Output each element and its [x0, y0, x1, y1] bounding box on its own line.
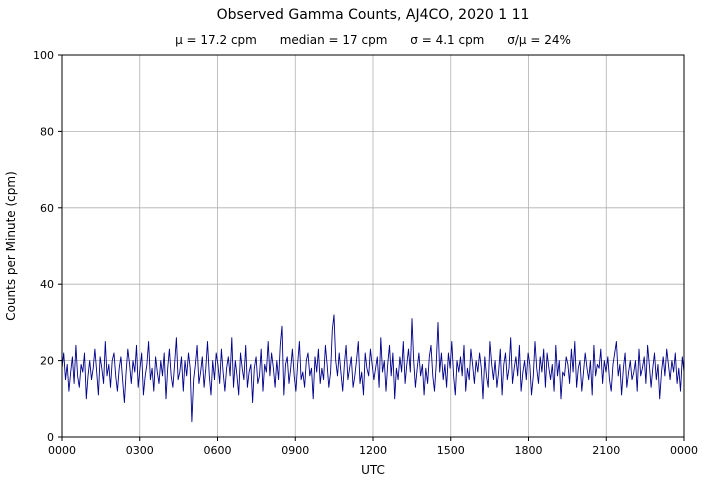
gamma-counts-line [61, 314, 685, 423]
y-tick-label: 0 [47, 431, 54, 444]
x-tick-label: 1500 [437, 444, 465, 457]
x-tick-label: 0600 [204, 444, 232, 457]
y-tick-label: 80 [40, 125, 54, 138]
x-tick-label: 0300 [126, 444, 154, 457]
x-tick-label: 2100 [592, 444, 620, 457]
chart-subtitle: μ = 17.2 cpm median = 17 cpm σ = 4.1 cpm… [175, 33, 571, 47]
x-axis-label: UTC [361, 463, 385, 477]
y-tick-label: 60 [40, 202, 54, 215]
x-tick-label: 1800 [515, 444, 543, 457]
x-tick-label: 0000 [670, 444, 698, 457]
y-tick-label: 100 [33, 49, 54, 62]
x-tick-label: 1200 [359, 444, 387, 457]
y-tick-label: 40 [40, 278, 54, 291]
y-tick-label: 20 [40, 355, 54, 368]
x-tick-label: 0000 [48, 444, 76, 457]
plot-frame [61, 54, 685, 438]
y-axis-label: Counts per Minute (cpm) [4, 171, 18, 321]
chart-title: Observed Gamma Counts, AJ4CO, 2020 1 11 [216, 7, 530, 23]
x-tick-label: 0900 [281, 444, 309, 457]
